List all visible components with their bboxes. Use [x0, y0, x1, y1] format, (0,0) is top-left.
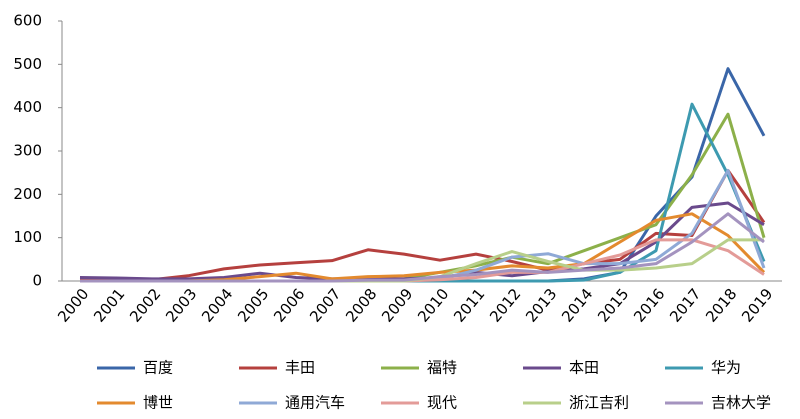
series-line	[80, 212, 765, 283]
x-tick-label: 2008	[342, 285, 380, 326]
x-tick-label: 2001	[90, 285, 128, 326]
y-tick-label: 200	[13, 185, 42, 203]
legend-label: 通用汽车	[285, 394, 345, 412]
y-tick-label: 600	[13, 12, 42, 30]
x-tick-label: 2003	[162, 285, 200, 326]
y-tick-label: 500	[13, 55, 42, 73]
legend-label: 福特	[427, 359, 457, 377]
series-line	[80, 169, 766, 282]
legend-label: 本田	[569, 359, 599, 377]
legend-label: 现代	[427, 394, 457, 412]
x-tick-label: 2012	[486, 285, 524, 326]
x-tick-label: 2017	[666, 285, 704, 326]
y-tick-label: 300	[13, 142, 42, 160]
x-tick-label: 2005	[234, 285, 272, 326]
y-tick-label: 0	[32, 272, 42, 290]
x-tick-label: 2010	[414, 285, 452, 326]
legend-label: 浙江吉利	[569, 394, 629, 412]
x-tick-label: 2004	[198, 285, 236, 326]
x-tick-label: 2019	[738, 285, 776, 326]
y-tick-label: 400	[13, 98, 42, 116]
series-line	[80, 67, 766, 283]
legend-label: 丰田	[285, 359, 315, 377]
x-tick-label: 2014	[558, 285, 596, 326]
legend-label: 百度	[143, 359, 173, 377]
x-tick-label: 2013	[522, 285, 560, 326]
x-tick-label: 2000	[54, 285, 92, 326]
x-tick-label: 2009	[378, 285, 416, 326]
legend-label: 博世	[143, 394, 173, 412]
x-tick-label: 2018	[702, 285, 740, 326]
x-tick-label: 2011	[450, 285, 488, 326]
legend-label: 吉林大学	[711, 394, 771, 412]
x-tick-label: 2015	[594, 285, 632, 326]
x-tick-label: 2016	[630, 285, 668, 326]
x-tick-label: 2006	[270, 285, 308, 326]
legend-label: 华为	[711, 359, 741, 377]
x-tick-label: 2007	[306, 285, 344, 326]
y-tick-label: 100	[13, 228, 42, 246]
x-tick-label: 2002	[126, 285, 164, 326]
